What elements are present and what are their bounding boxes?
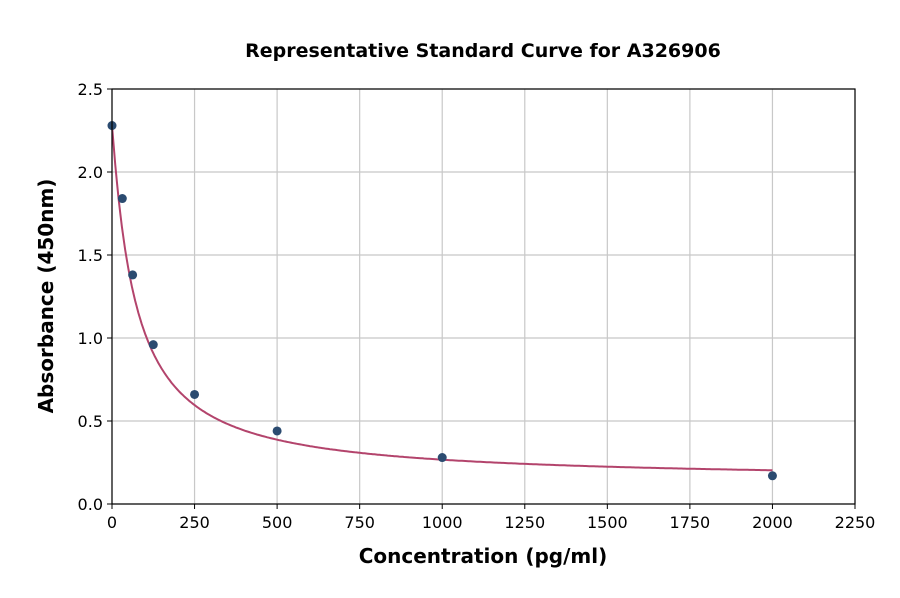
x-tick-label: 1250 xyxy=(504,513,545,532)
x-tick-label: 0 xyxy=(107,513,117,532)
data-points xyxy=(107,121,777,481)
y-tick-label: 0.0 xyxy=(78,495,103,514)
data-point xyxy=(148,340,158,350)
chart-title: Representative Standard Curve for A32690… xyxy=(245,40,721,62)
y-tick-label: 2.5 xyxy=(78,80,103,99)
x-tick-label: 2250 xyxy=(835,513,876,532)
data-point xyxy=(117,194,127,204)
data-point xyxy=(767,471,777,481)
y-tick-label: 2.0 xyxy=(78,163,103,182)
y-axis-ticks: 0.0 0.5 1.0 1.5 2.0 2.5 xyxy=(78,80,112,514)
x-tick-label: 250 xyxy=(179,513,210,532)
x-axis-ticks: 0 250 500 750 1000 1250 1500 1750 2000 2250 xyxy=(107,504,875,532)
y-tick-label: 1.0 xyxy=(78,329,103,348)
data-point xyxy=(437,453,447,463)
x-tick-label: 750 xyxy=(344,513,375,532)
x-tick-label: 1500 xyxy=(587,513,628,532)
grid xyxy=(111,88,856,505)
data-point xyxy=(128,270,138,280)
plot-frame xyxy=(111,88,856,505)
x-tick-label: 2000 xyxy=(752,513,793,532)
y-tick-label: 0.5 xyxy=(78,412,103,431)
x-axis-label: Concentration (pg/ml) xyxy=(359,544,608,568)
x-tick-label: 1750 xyxy=(670,513,711,532)
y-axis-label: Absorbance (450nm) xyxy=(34,179,58,414)
data-point xyxy=(190,389,200,399)
data-point xyxy=(272,426,282,436)
x-tick-label: 1000 xyxy=(422,513,463,532)
y-tick-label: 1.5 xyxy=(78,246,103,265)
x-tick-label: 500 xyxy=(262,513,293,532)
